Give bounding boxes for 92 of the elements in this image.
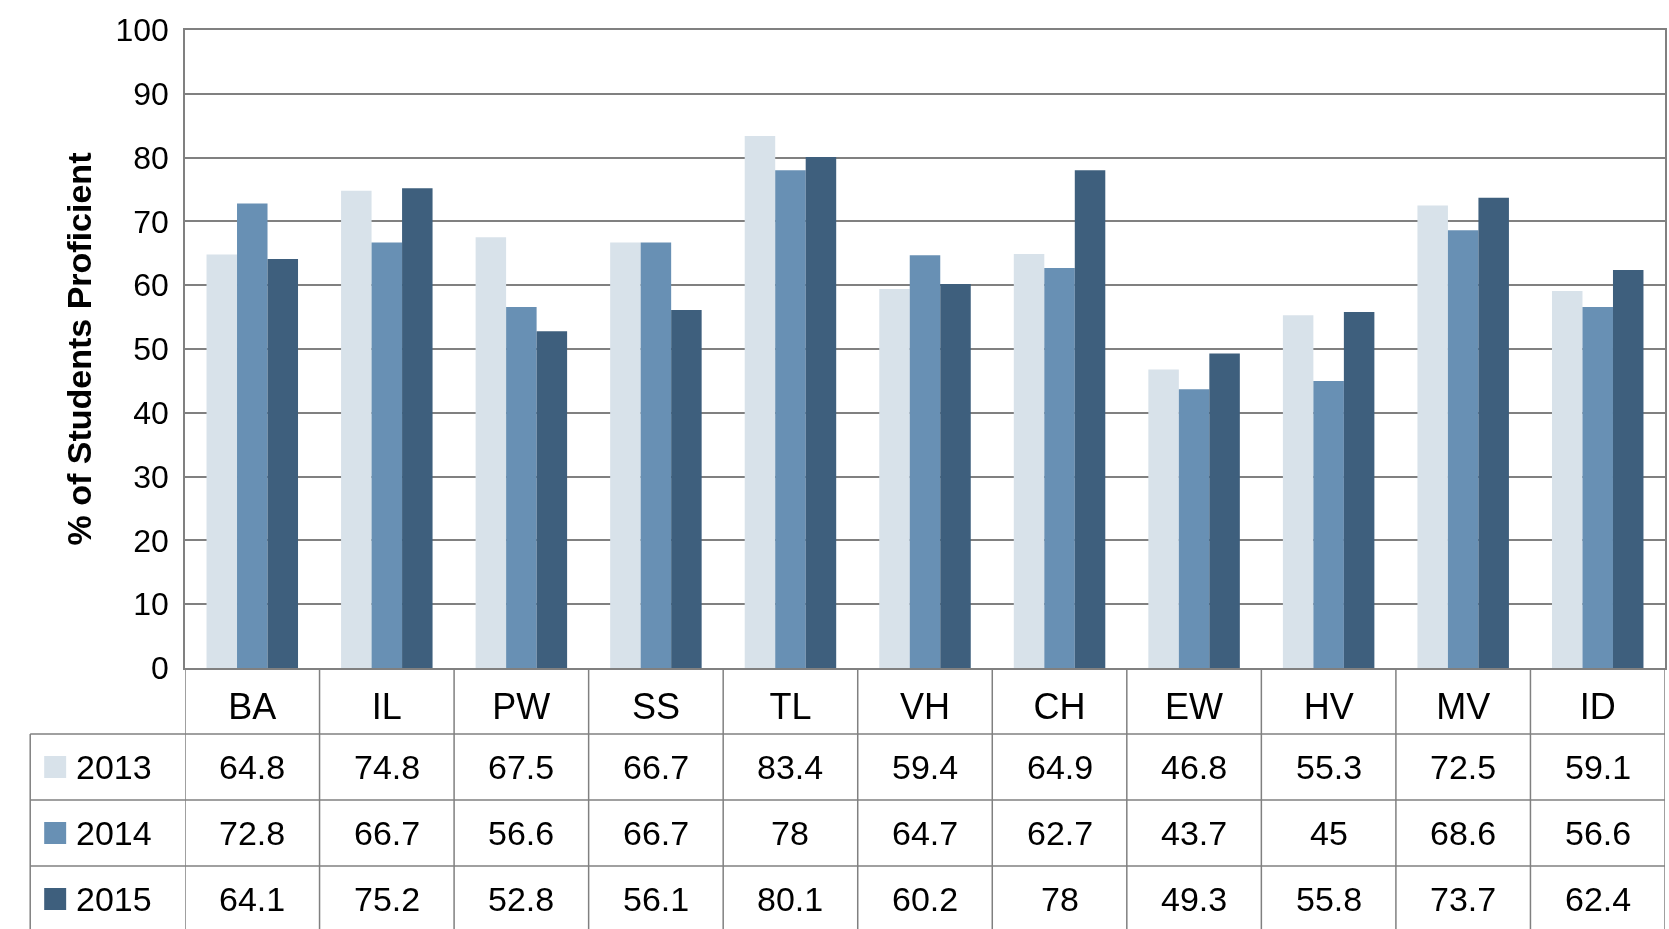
data-label: 59.1 [1565, 748, 1632, 786]
data-label: 45 [1310, 814, 1348, 852]
data-label: 67.5 [488, 748, 555, 786]
data-label: 73.7 [1430, 880, 1497, 918]
y-tick-label: 70 [133, 203, 169, 240]
bar [940, 283, 971, 668]
data-label: 52.8 [488, 880, 555, 918]
bar [610, 242, 641, 668]
bar [1074, 170, 1106, 668]
data-label: 55.8 [1296, 880, 1363, 918]
bar [1447, 230, 1479, 668]
x-tick-label: CH [1033, 685, 1086, 727]
data-label: 64.1 [219, 880, 286, 918]
y-tick-label: 20 [133, 522, 169, 559]
bar [879, 289, 910, 668]
y-tick-label: 100 [115, 12, 169, 49]
bar [1209, 353, 1240, 668]
y-tick-label: 30 [133, 458, 169, 495]
data-label: 56.6 [1565, 814, 1632, 852]
bar [1013, 253, 1045, 668]
bar [402, 188, 433, 668]
bar [341, 190, 372, 668]
y-tick-label: 0 [151, 650, 169, 687]
bar [671, 310, 702, 668]
x-tick-label: ID [1579, 685, 1616, 727]
y-tick-label: 10 [133, 586, 169, 623]
y-axis-title: % of Students Proficient [59, 152, 98, 546]
x-tick-label: EW [1165, 685, 1224, 727]
data-label: 72.8 [219, 814, 286, 852]
data-label: 68.6 [1430, 814, 1497, 852]
bar [1551, 290, 1583, 668]
bar [1417, 205, 1448, 668]
bar [475, 237, 507, 668]
y-tick-label: 80 [133, 139, 169, 176]
data-label: 49.3 [1161, 880, 1228, 918]
bar [744, 135, 776, 668]
data-label: 72.5 [1430, 748, 1497, 786]
x-tick-label: BA [228, 685, 277, 727]
bar [1178, 389, 1210, 668]
data-label: 78 [771, 814, 809, 852]
data-label: 78 [1041, 880, 1079, 918]
data-label: 66.7 [354, 814, 421, 852]
data-label: 43.7 [1161, 814, 1228, 852]
y-tick-label: 50 [133, 331, 169, 368]
data-label: 74.8 [354, 748, 421, 786]
bar [1478, 197, 1509, 668]
x-tick-label: MV [1436, 685, 1491, 727]
y-tick-label: 40 [133, 395, 169, 431]
bar [536, 331, 568, 668]
bar [1282, 315, 1314, 668]
bar [1044, 267, 1075, 668]
data-label: 60.2 [892, 880, 959, 918]
bar [805, 156, 837, 668]
x-tick-label: IL [371, 685, 402, 727]
legend-label: 2013 [76, 748, 152, 786]
bar [1343, 312, 1375, 668]
y-tick-label: 90 [133, 76, 169, 112]
data-label: 46.8 [1161, 748, 1228, 786]
data-label: 64.7 [892, 814, 959, 852]
x-tick-label: SS [631, 685, 680, 727]
data-label: 66.7 [623, 748, 690, 786]
data-label: 83.4 [757, 748, 824, 786]
bar [371, 242, 403, 668]
bar [775, 170, 806, 668]
bar [267, 259, 299, 668]
data-label: 56.1 [623, 880, 690, 918]
bar [1148, 369, 1179, 668]
data-label: 59.4 [892, 748, 959, 786]
bar [909, 255, 941, 668]
bar [1582, 306, 1613, 668]
x-tick-label: HV [1303, 685, 1354, 727]
x-tick-label: PW [492, 685, 551, 727]
data-label: 56.6 [488, 814, 555, 852]
bar [1313, 380, 1344, 668]
bar [506, 306, 537, 668]
legend-label: 2015 [76, 880, 152, 918]
x-tick-label: TL [769, 685, 812, 727]
bar [1612, 269, 1644, 668]
data-label: 80.1 [757, 880, 824, 918]
data-label: 64.8 [219, 748, 286, 786]
legend-label: 2014 [76, 814, 152, 852]
data-label: 75.2 [354, 880, 421, 918]
data-label: 62.7 [1027, 814, 1094, 852]
bar [206, 254, 238, 668]
y-tick-label: 60 [133, 267, 169, 304]
bar [640, 242, 672, 668]
data-label: 62.4 [1565, 880, 1632, 918]
data-label: 66.7 [623, 814, 690, 852]
data-label: 55.3 [1296, 748, 1363, 786]
bar [237, 203, 268, 668]
x-tick-label: VH [899, 685, 951, 727]
data-label: 64.9 [1027, 748, 1094, 786]
